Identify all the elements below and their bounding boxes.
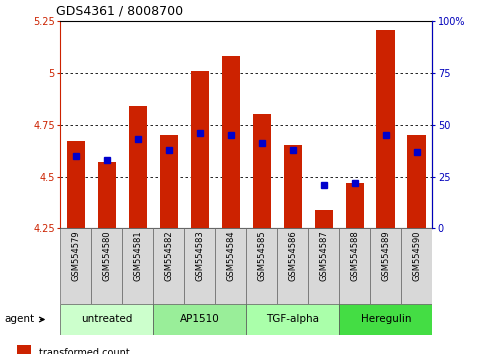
- Bar: [215, 228, 246, 304]
- Bar: [277, 228, 308, 304]
- Text: transformed count: transformed count: [39, 348, 129, 354]
- Bar: [154, 304, 246, 335]
- Text: Heregulin: Heregulin: [360, 314, 411, 325]
- Bar: [377, 29, 395, 228]
- Text: GSM554589: GSM554589: [381, 230, 390, 281]
- Bar: [128, 106, 147, 228]
- Text: GSM554587: GSM554587: [319, 230, 328, 281]
- Bar: [154, 228, 185, 304]
- Text: GSM554582: GSM554582: [164, 230, 173, 281]
- Text: agent: agent: [5, 314, 35, 325]
- Text: untreated: untreated: [81, 314, 132, 325]
- Bar: [314, 210, 333, 228]
- Text: GSM554580: GSM554580: [102, 230, 112, 281]
- Text: GSM554581: GSM554581: [133, 230, 142, 281]
- Bar: [98, 162, 116, 228]
- Text: TGF-alpha: TGF-alpha: [266, 314, 319, 325]
- Text: GSM554586: GSM554586: [288, 230, 298, 281]
- Bar: [345, 183, 364, 228]
- Bar: [370, 228, 401, 304]
- Text: GSM554583: GSM554583: [195, 230, 204, 281]
- Bar: [253, 114, 271, 228]
- Bar: [159, 135, 178, 228]
- Bar: [408, 135, 426, 228]
- Bar: [67, 141, 85, 228]
- Bar: [401, 228, 432, 304]
- Bar: [284, 145, 302, 228]
- Bar: [308, 228, 339, 304]
- Text: GSM554588: GSM554588: [350, 230, 359, 281]
- Bar: [222, 56, 240, 228]
- Bar: [339, 228, 370, 304]
- Text: GDS4361 / 8008700: GDS4361 / 8008700: [56, 5, 183, 18]
- Bar: [339, 304, 432, 335]
- Text: GSM554579: GSM554579: [71, 230, 80, 281]
- Bar: [246, 304, 339, 335]
- Bar: [191, 71, 209, 228]
- Bar: [60, 304, 154, 335]
- Bar: [246, 228, 277, 304]
- Text: GSM554590: GSM554590: [412, 230, 421, 281]
- Bar: [60, 228, 91, 304]
- Bar: [17, 344, 31, 354]
- Bar: [185, 228, 215, 304]
- Bar: [91, 228, 122, 304]
- Bar: [122, 228, 154, 304]
- Text: AP1510: AP1510: [180, 314, 220, 325]
- Text: GSM554584: GSM554584: [227, 230, 235, 281]
- Text: GSM554585: GSM554585: [257, 230, 266, 281]
